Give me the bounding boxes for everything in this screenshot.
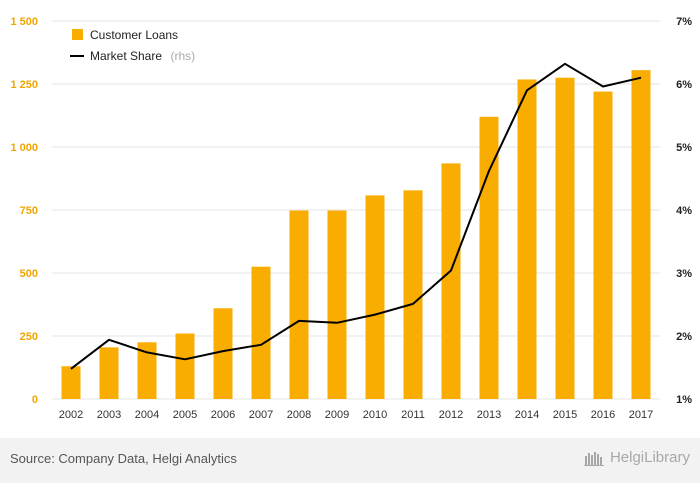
right-tick-label: 7% <box>676 16 692 28</box>
x-tick-label: 2003 <box>97 409 121 421</box>
left-tick-label: 1 500 <box>10 16 38 28</box>
x-tick-label: 2014 <box>515 409 539 421</box>
right-axis: 1% 2% 3% 4% 5% 6% 7% <box>676 16 692 406</box>
left-tick-label: 500 <box>20 268 38 280</box>
x-tick-label: 2013 <box>477 409 501 421</box>
gridlines <box>52 20 660 400</box>
x-tick-label: 2011 <box>401 409 425 421</box>
x-tick-label: 2002 <box>59 409 83 421</box>
right-tick-label: 4% <box>676 205 692 217</box>
bar-customer-loans <box>403 190 423 399</box>
left-tick-label: 250 <box>20 331 38 343</box>
bar-customer-loans <box>631 70 651 399</box>
legend-label-market-share-suffix: (rhs) <box>170 49 195 63</box>
left-axis: 0 250 500 750 1 000 1 250 1 500 <box>10 16 38 406</box>
right-tick-label: 5% <box>676 142 692 154</box>
legend: Customer Loans Market Share (rhs) <box>70 28 195 64</box>
bar-customer-loans <box>593 91 613 399</box>
logo-text: HelgiLibrary <box>609 449 690 466</box>
bar-customer-loans <box>99 347 119 399</box>
left-tick-label: 0 <box>32 394 38 406</box>
line-market-share <box>70 62 642 370</box>
bar-series <box>61 70 651 400</box>
x-tick-label: 2008 <box>287 409 311 421</box>
x-tick-label: 2010 <box>363 409 387 421</box>
right-tick-label: 2% <box>676 331 692 343</box>
x-tick-label: 2015 <box>553 409 577 421</box>
bar-customer-loans <box>289 210 309 399</box>
bar-customer-loans <box>441 163 461 399</box>
bar-customer-loans <box>213 308 233 399</box>
left-tick-label: 750 <box>20 205 38 217</box>
legend-swatch-bar <box>72 29 83 40</box>
bar-customer-loans <box>365 195 385 399</box>
bar-customer-loans <box>327 210 347 399</box>
x-tick-label: 2017 <box>629 409 653 421</box>
bar-customer-loans <box>137 342 157 399</box>
left-tick-label: 1 000 <box>10 142 38 154</box>
source-text: Source: Company Data, Helgi Analytics <box>10 451 237 466</box>
chart: 0 250 500 750 1 000 1 250 1 500 1% 2% 3% 4% 5% 6% 7%… <box>10 16 692 421</box>
bar-customer-loans <box>251 266 271 399</box>
left-tick-label: 1 250 <box>10 79 38 91</box>
bar-customer-loans <box>479 116 499 399</box>
bar-customer-loans <box>61 366 81 399</box>
x-tick-label: 2005 <box>173 409 197 421</box>
bar-customer-loans <box>555 77 575 399</box>
x-tick-label: 2012 <box>439 409 463 421</box>
right-tick-label: 3% <box>676 268 692 280</box>
line-series <box>70 62 642 370</box>
legend-label-customer-loans: Customer Loans <box>90 28 178 42</box>
right-tick-label: 6% <box>676 79 692 91</box>
legend-label-market-share: Market Share (rhs) <box>90 47 195 64</box>
x-axis: 2002 2003 2004 2005 2006 2007 2008 2009 2010 2011… <box>59 409 653 421</box>
legend-label-market-share-name: Market Share <box>90 49 162 63</box>
x-tick-label: 2004 <box>135 409 159 421</box>
helgi-logo[interactable]: HelgiLibrary <box>583 449 690 466</box>
library-icon <box>583 451 604 466</box>
bar-customer-loans <box>517 79 537 400</box>
right-tick-label: 1% <box>676 394 692 406</box>
x-tick-label: 2006 <box>211 409 235 421</box>
footer: Source: Company Data, Helgi Analytics He… <box>0 438 700 483</box>
x-tick-label: 2007 <box>249 409 273 421</box>
x-tick-label: 2016 <box>591 409 615 421</box>
bar-customer-loans <box>175 333 195 399</box>
x-tick-label: 2009 <box>325 409 349 421</box>
